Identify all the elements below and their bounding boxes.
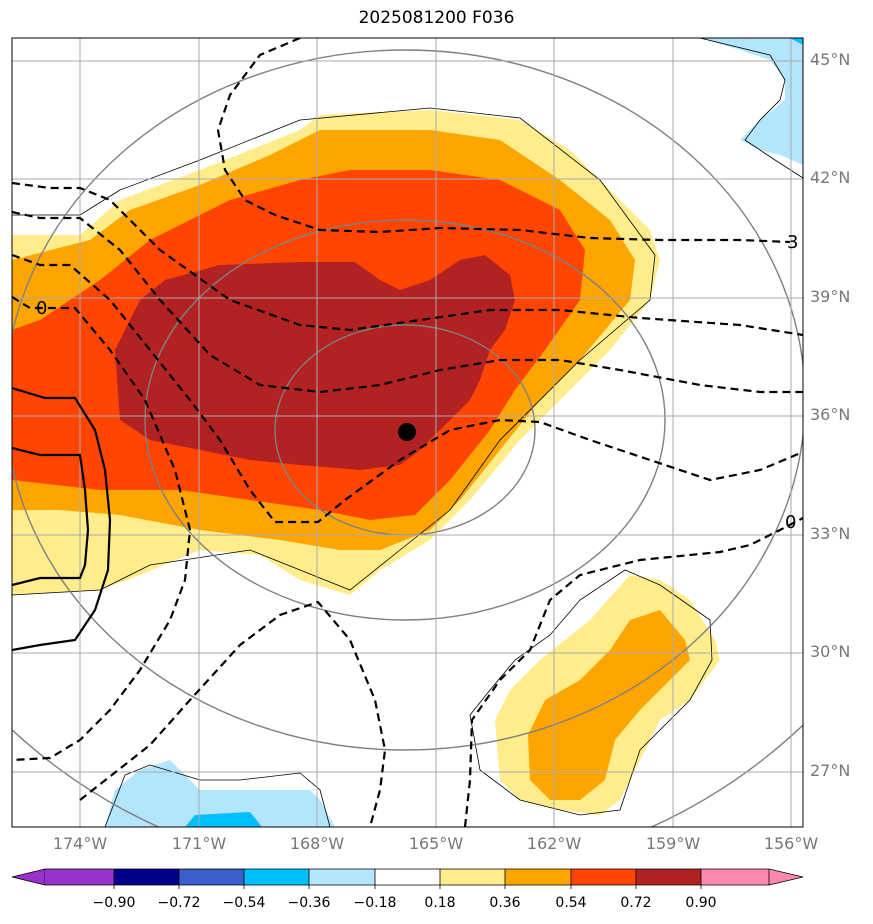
colorbar-bin-8 (505, 869, 571, 885)
colorbar-tick: −0.36 (287, 895, 331, 911)
lon-label-174w: 174°W (52, 834, 108, 853)
colorbar-tick: −0.72 (157, 895, 201, 911)
colorbar-tick: 0.72 (620, 895, 652, 911)
colorbar-tick: 0.90 (685, 895, 717, 911)
anomaly-fill-blue-s (185, 812, 262, 827)
storm-center-marker (398, 423, 416, 441)
lat-label-36n: 36°N (810, 405, 851, 424)
contour-label-0-west: 0 (36, 298, 47, 319)
lat-label-45n: 45°N (810, 50, 851, 69)
lat-label-42n: 42°N (810, 168, 851, 187)
colorbar-bin-3 (179, 869, 244, 885)
lon-label-159w: 159°W (645, 834, 701, 853)
colorbar-bin-7 (440, 869, 505, 885)
colorbar-bin-1 (45, 869, 114, 885)
colorbar-tick: 0.36 (489, 895, 521, 911)
lat-label-27n: 27°N (810, 761, 851, 780)
map-title: 2025081200 F036 (358, 8, 515, 28)
lat-label-39n: 39°N (810, 287, 851, 306)
lon-label-168w: 168°W (289, 834, 345, 853)
colorbar-bin-5 (309, 869, 375, 885)
contour-label-0-east: 0 (785, 512, 796, 533)
map-frame (11, 37, 804, 828)
contour-label-3-east: 3 (787, 232, 798, 253)
colorbar-tick: −0.54 (222, 895, 266, 911)
anomaly-fill-lightblue-s (105, 760, 335, 827)
colorbar-bin-6 (375, 869, 440, 885)
anomaly-fill-orange-2 (528, 610, 690, 800)
colorbar (11, 868, 804, 889)
anomaly-fill-lightblue-ne (700, 38, 803, 165)
lat-label-30n: 30°N (810, 642, 851, 661)
lon-label-171w: 171°W (171, 834, 227, 853)
lat-label-33n: 33°N (810, 524, 851, 543)
colorbar-tick: −0.18 (353, 895, 397, 911)
lon-label-165w: 165°W (408, 834, 464, 853)
colorbar-bin-9 (571, 869, 636, 885)
anomaly-fill-blue-ne (790, 38, 803, 45)
colorbar-tick: 0.54 (555, 895, 587, 911)
colorbar-bin-11 (701, 869, 769, 885)
colorbar-extend-left (11, 868, 46, 886)
colorbar-tick: −0.90 (92, 895, 136, 911)
lon-label-156w: 156°W (763, 834, 819, 853)
colorbar-tick: 0.18 (424, 895, 456, 911)
colorbar-bin-4 (244, 869, 309, 885)
lon-label-162w: 162°W (526, 834, 582, 853)
colorbar-extend-right (768, 868, 804, 886)
colorbar-bin-2 (114, 869, 179, 885)
colorbar-bin-10 (636, 869, 701, 885)
